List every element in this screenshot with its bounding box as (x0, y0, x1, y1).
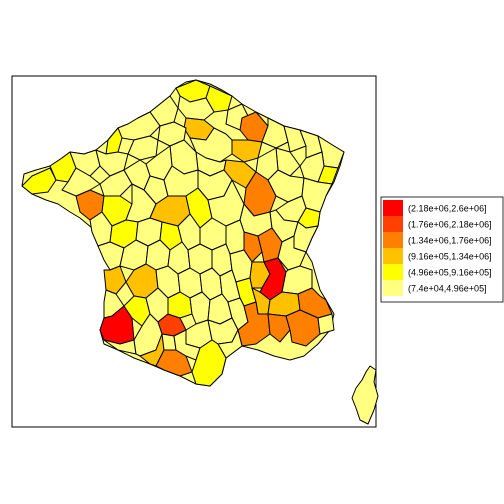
legend-label: (1.34e+06,1.76e+06] (408, 236, 492, 246)
legend-label: (7.4e+04,4.96e+05] (408, 284, 487, 294)
department (105, 127, 123, 155)
legend-label: (1.76e+06,2.18e+06] (408, 220, 492, 230)
legend-swatch (383, 200, 403, 216)
department (237, 301, 271, 347)
department (95, 149, 129, 177)
legend: (2.18e+06,2.6e+06] (1.76e+06,2.18e+06] (1.… (380, 196, 504, 303)
corsica (351, 365, 379, 425)
department (205, 85, 233, 113)
department (61, 167, 101, 197)
department (267, 313, 291, 343)
department (191, 339, 227, 387)
legend-label: (2.18e+06,2.6e+06] (408, 204, 487, 214)
department (177, 95, 215, 121)
department (285, 309, 321, 347)
legend-swatch (383, 216, 403, 232)
legend-label: (9.16e+05,1.34e+06] (408, 252, 492, 262)
legend-label: (4.96e+05,9.16e+05] (408, 268, 492, 278)
departments (21, 79, 345, 387)
legend-swatch (383, 264, 403, 280)
legend-swatch (383, 248, 403, 264)
legend-swatch (383, 280, 403, 296)
department (217, 329, 243, 359)
legend-swatch (383, 232, 403, 248)
department (317, 313, 335, 335)
department (225, 219, 245, 255)
